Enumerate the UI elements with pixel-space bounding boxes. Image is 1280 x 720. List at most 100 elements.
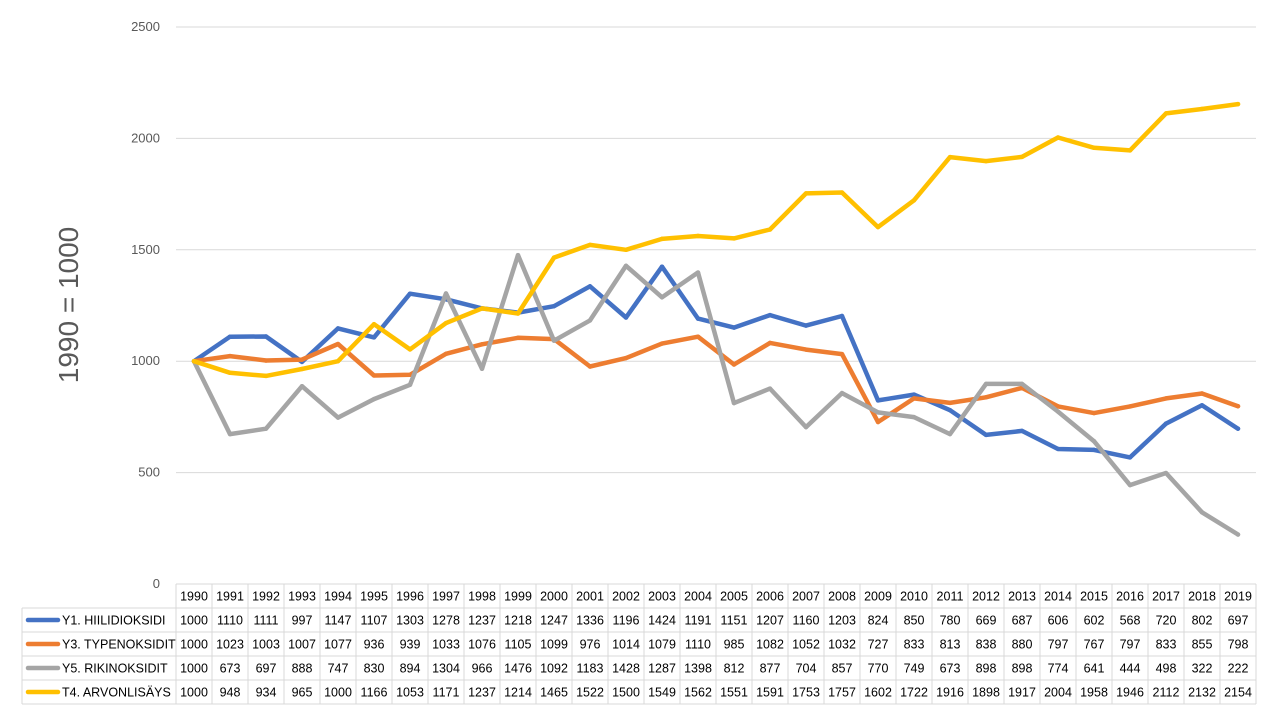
- table-cell: 1000: [180, 614, 208, 628]
- x-tick-label: 1991: [216, 590, 244, 604]
- table-cell: 936: [364, 638, 385, 652]
- table-cell: 2004: [1044, 686, 1072, 700]
- data-point: [1091, 438, 1097, 444]
- data-point: [983, 381, 989, 387]
- table-cell: 965: [292, 686, 313, 700]
- data-point: [731, 362, 737, 367]
- table-cell: 824: [868, 614, 889, 628]
- y-tick-label: 2500: [131, 19, 160, 34]
- data-point: [263, 426, 269, 431]
- data-point: [443, 351, 449, 357]
- data-point: [263, 334, 269, 339]
- x-tick-label: 2019: [1224, 590, 1252, 604]
- data-point: [443, 291, 449, 296]
- data-point: [551, 303, 557, 309]
- data-point: [695, 334, 701, 339]
- table-cell: 697: [1228, 614, 1249, 628]
- table-cell: 1160: [793, 614, 820, 628]
- x-tick-label: 2005: [720, 590, 748, 604]
- data-point: [1019, 381, 1025, 387]
- data-point: [983, 395, 989, 400]
- x-tick-label: 2008: [828, 590, 856, 604]
- data-point: [587, 318, 593, 323]
- data-point: [1163, 421, 1169, 426]
- table-cell: 1007: [288, 638, 316, 652]
- table-cell: 498: [1156, 662, 1177, 676]
- table-cell: 780: [940, 614, 961, 628]
- table-cell: 444: [1120, 662, 1141, 676]
- table-cell: 1946: [1116, 686, 1144, 700]
- data-point: [983, 432, 989, 438]
- data-point: [1127, 482, 1133, 488]
- table-cell: 894: [400, 662, 421, 676]
- y-axis-label: 1990 = 1000: [53, 227, 84, 384]
- data-point: [803, 323, 809, 328]
- data-point: [1055, 404, 1061, 409]
- data-point: [227, 353, 233, 359]
- table-cell: 1014: [612, 638, 640, 652]
- x-tick-label: 1995: [360, 590, 388, 604]
- x-tick-label: 2018: [1188, 590, 1216, 604]
- data-point: [1163, 111, 1169, 116]
- data-point: [695, 233, 701, 239]
- table-cell: 1237: [468, 686, 496, 700]
- table-cell: 2112: [1153, 686, 1180, 700]
- x-tick-label: 2017: [1152, 590, 1180, 604]
- data-point: [515, 335, 521, 341]
- x-tick-label: 2000: [540, 590, 568, 604]
- data-table: 1990 1991 1992 1993 1994 1995 1996 1997 1998 1999…: [21, 583, 1257, 705]
- data-point: [623, 247, 629, 252]
- table-cell: 985: [724, 638, 745, 652]
- data-point: [227, 431, 233, 437]
- data-point: [191, 359, 197, 364]
- data-point: [551, 338, 557, 343]
- table-cell: 1207: [756, 614, 784, 628]
- table-cell: 1023: [216, 638, 244, 652]
- table-cell: 948: [220, 686, 241, 700]
- table-cell: 687: [1012, 614, 1033, 628]
- table-cell: 641: [1084, 662, 1105, 676]
- x-tick-label: 2014: [1044, 590, 1072, 604]
- data-point: [1199, 403, 1205, 408]
- data-point: [443, 320, 449, 326]
- x-tick-label: 2015: [1080, 590, 1108, 604]
- data-point: [839, 313, 845, 319]
- series-line-4: [191, 101, 1241, 379]
- table-cell: 880: [1012, 638, 1033, 652]
- data-point: [1235, 532, 1241, 537]
- data-point: [875, 224, 881, 230]
- table-cell: 1336: [576, 614, 604, 628]
- x-tick-label: 2001: [576, 590, 604, 604]
- data-point: [227, 334, 233, 339]
- table-cell: 830: [364, 662, 385, 676]
- table-cell: 673: [220, 662, 241, 676]
- table-cell: 1000: [324, 686, 352, 700]
- y-tick-label: 1500: [131, 242, 160, 257]
- data-point: [1019, 154, 1025, 160]
- table-cell: 1032: [828, 638, 856, 652]
- table-cell: 966: [472, 662, 493, 676]
- table-cell: 898: [976, 662, 997, 676]
- table-cell: 770: [868, 662, 889, 676]
- table-cell: 1398: [684, 662, 712, 676]
- data-point: [1163, 470, 1169, 476]
- table-cell: 673: [940, 662, 961, 676]
- table-cell: 1500: [612, 686, 640, 700]
- data-point: [623, 263, 629, 269]
- table-cell: 774: [1048, 662, 1069, 676]
- table-cell: 1898: [972, 686, 1000, 700]
- data-point: [1019, 428, 1025, 434]
- x-tick-label: 1993: [288, 590, 316, 604]
- data-point: [659, 341, 665, 346]
- data-point: [875, 419, 881, 425]
- table-cell: 802: [1192, 614, 1213, 628]
- table-cell: 1191: [685, 614, 712, 628]
- table-cell: 1092: [540, 662, 568, 676]
- x-tick-label: 1990: [180, 590, 208, 604]
- y-axis-ticks: 0 500 1000 1500 2000 2500: [131, 19, 160, 591]
- y-tick-label: 2000: [131, 130, 160, 145]
- table-cell: 1247: [540, 614, 568, 628]
- x-tick-label: 1997: [432, 590, 460, 604]
- data-point: [407, 382, 413, 388]
